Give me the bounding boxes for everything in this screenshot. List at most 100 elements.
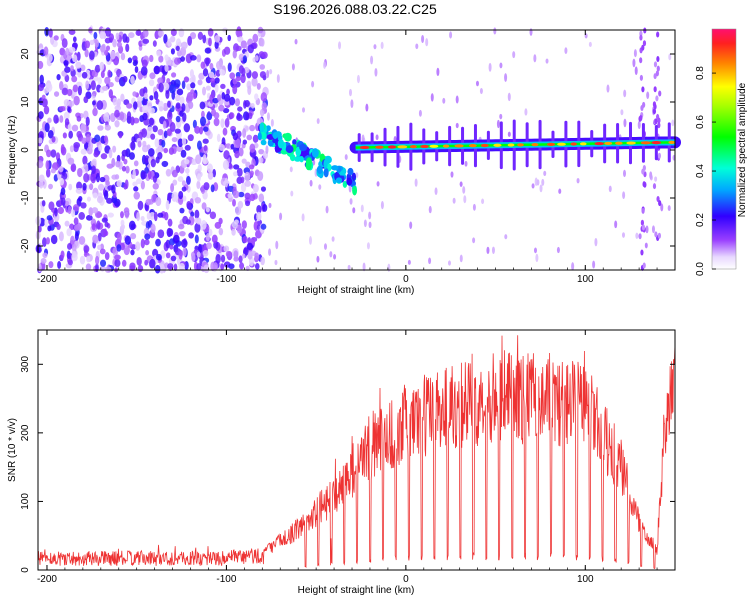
noise-blob bbox=[214, 35, 221, 43]
noise-blob bbox=[158, 263, 165, 274]
noise-blob bbox=[171, 137, 178, 143]
noise-blob bbox=[507, 131, 511, 137]
noise-blob bbox=[76, 51, 81, 61]
noise-blob bbox=[261, 102, 267, 111]
noise-blob bbox=[82, 182, 87, 191]
noise-blob bbox=[72, 84, 79, 93]
noise-blob bbox=[122, 75, 128, 83]
noise-blob bbox=[268, 202, 272, 208]
stripe-blob bbox=[656, 65, 660, 72]
noise-blob bbox=[175, 45, 180, 52]
noise-blob bbox=[455, 95, 459, 104]
noise-blob bbox=[180, 239, 188, 248]
carrier-hot-spot bbox=[429, 144, 439, 148]
noise-blob bbox=[176, 50, 182, 57]
noise-blob bbox=[232, 190, 240, 199]
noise-blob bbox=[258, 157, 264, 164]
noise-blob bbox=[114, 259, 121, 268]
noise-blob bbox=[97, 232, 102, 242]
noise-blob bbox=[132, 55, 138, 62]
noise-blob bbox=[248, 164, 255, 170]
noise-blob bbox=[142, 38, 150, 44]
stripe-blob bbox=[657, 117, 661, 124]
noise-blob bbox=[60, 172, 68, 180]
noise-blob bbox=[181, 41, 188, 50]
noise-blob bbox=[258, 193, 265, 203]
noise-blob bbox=[131, 136, 136, 143]
noise-blob bbox=[150, 223, 156, 234]
colorbar-ticks: 0.0 0.2 0.4 0.6 0.8 bbox=[695, 66, 716, 276]
noise-blob bbox=[140, 215, 145, 222]
descending-trace-blob bbox=[316, 165, 323, 175]
noise-blob bbox=[644, 242, 648, 249]
stripe-blob bbox=[653, 86, 657, 93]
noise-blob bbox=[232, 199, 236, 207]
noise-blob bbox=[70, 235, 75, 245]
snr-series-line bbox=[37, 335, 676, 569]
noise-blob bbox=[275, 240, 279, 250]
noise-blob bbox=[212, 97, 219, 104]
noise-blob bbox=[260, 186, 266, 192]
noise-blob bbox=[64, 220, 70, 227]
noise-blob bbox=[234, 138, 241, 149]
carrier-hot-spot bbox=[640, 141, 651, 145]
carrier-hot-spot bbox=[387, 145, 397, 149]
noise-blob bbox=[175, 38, 182, 49]
noise-blob bbox=[141, 128, 148, 138]
noise-blob bbox=[130, 232, 137, 240]
noise-blob bbox=[323, 61, 327, 69]
colorbar-frame bbox=[711, 28, 737, 270]
noise-blob bbox=[74, 231, 79, 241]
noise-blob bbox=[235, 45, 242, 52]
noise-blob bbox=[225, 250, 233, 258]
noise-blob bbox=[90, 173, 96, 184]
noise-blob bbox=[289, 166, 293, 173]
noise-blob bbox=[99, 45, 106, 53]
snr-x-axis: -200 -100 0 100 bbox=[37, 330, 676, 585]
noise-blob bbox=[61, 38, 68, 49]
noise-blob bbox=[276, 74, 280, 83]
noise-blob bbox=[38, 111, 44, 120]
noise-blob bbox=[63, 99, 70, 107]
carrier-hot-spot bbox=[615, 141, 623, 145]
stripe-blob bbox=[655, 95, 659, 102]
noise-blob bbox=[270, 118, 274, 127]
stripe-blob bbox=[658, 200, 662, 207]
noise-blob bbox=[76, 130, 82, 139]
noise-blob bbox=[92, 192, 98, 199]
carrier-hot-spot bbox=[531, 143, 539, 147]
noise-blob bbox=[80, 148, 87, 155]
noise-blob bbox=[262, 203, 268, 212]
carrier-hot-spot bbox=[493, 143, 502, 147]
noise-blob bbox=[70, 65, 74, 72]
noise-blob bbox=[67, 123, 72, 132]
noise-blob bbox=[254, 55, 259, 62]
carrier-hot-spot bbox=[668, 140, 676, 144]
noise-blob bbox=[125, 43, 130, 53]
noise-blob bbox=[260, 38, 265, 47]
descending-trace-blob bbox=[272, 131, 278, 140]
noise-blob bbox=[72, 36, 77, 43]
noise-blob bbox=[183, 123, 191, 133]
noise-blob bbox=[166, 227, 173, 237]
stripe-blob bbox=[642, 40, 647, 47]
noise-blob bbox=[649, 174, 653, 181]
noise-blob bbox=[606, 84, 610, 93]
noise-blob bbox=[162, 120, 167, 130]
noise-blob bbox=[83, 173, 90, 183]
noise-blob bbox=[623, 169, 627, 178]
x-tick-label: -200 bbox=[37, 574, 57, 585]
noise-blob bbox=[259, 64, 266, 70]
noise-blob bbox=[51, 136, 56, 143]
noise-blob bbox=[231, 228, 236, 236]
noise-blob bbox=[46, 149, 52, 158]
descending-trace-blob bbox=[331, 165, 339, 171]
noise-blob bbox=[197, 31, 204, 41]
noise-blob bbox=[218, 104, 225, 112]
noise-blob bbox=[41, 98, 48, 108]
descending-trace-blob bbox=[265, 125, 271, 132]
descending-trace-blob bbox=[283, 132, 292, 142]
noise-blob bbox=[187, 134, 194, 142]
noise-blob bbox=[96, 195, 104, 204]
noise-blob bbox=[166, 111, 173, 121]
